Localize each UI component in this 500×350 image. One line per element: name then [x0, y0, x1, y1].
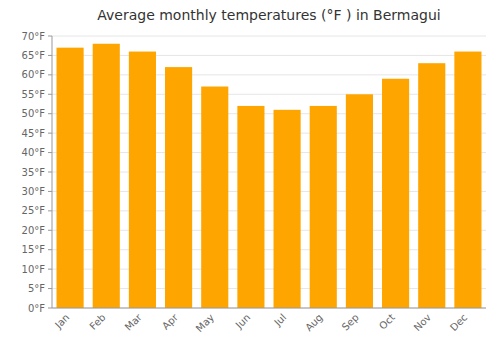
bars [57, 44, 482, 308]
y-tick-label: 60°F [22, 69, 46, 80]
y-tick-label: 40°F [22, 147, 46, 158]
y-tick [48, 269, 52, 270]
x-tick-label: Dec [448, 312, 469, 333]
bar [274, 110, 301, 308]
y-tick-label: 65°F [22, 50, 46, 61]
y-tick [48, 210, 52, 211]
y-tick-label: 35°F [22, 167, 46, 178]
y-tick [48, 113, 52, 114]
title: Average monthly temperatures (°F ) in Be… [97, 7, 440, 23]
bar [165, 67, 192, 308]
x-tick-label: Aug [303, 312, 325, 334]
bar [93, 44, 120, 308]
x-tick-label: Jan [52, 312, 71, 331]
chart-container: Average monthly temperatures (°F ) in Be… [0, 0, 500, 350]
grid [52, 36, 486, 308]
x-tick-label: Feb [87, 312, 107, 332]
x-axis: Jan Feb Mar Apr May Jun Jul Aug Sep Oct Nov Dec [52, 311, 469, 334]
x-axis-line [52, 308, 486, 309]
y-tick-label: 10°F [22, 264, 46, 275]
bar [346, 94, 373, 308]
y-axis: 0°F 5°F 10°F 15°F 20°F 25°F 30°F 35°F 40°F 45°F 50… [22, 31, 52, 314]
y-tick-label: 30°F [22, 186, 46, 197]
y-tick-label: 45°F [22, 128, 46, 139]
bar [237, 106, 264, 308]
y-tick [48, 288, 52, 289]
y-tick [48, 230, 52, 231]
y-tick-label: 15°F [22, 244, 46, 255]
bar [310, 106, 337, 308]
y-tick-label: 0°F [28, 303, 45, 314]
y-tick-label: 55°F [22, 89, 46, 100]
y-tick [48, 94, 52, 95]
bar [454, 52, 481, 308]
bar [418, 63, 445, 308]
bar [57, 48, 84, 308]
y-tick-label: 70°F [22, 31, 46, 42]
y-tick [48, 74, 52, 75]
bar [201, 87, 228, 308]
chart-svg: Average monthly temperatures (°F ) in Be… [0, 0, 500, 350]
x-tick-label: Apr [160, 311, 181, 332]
page: {"chart_data": {"type": "bar", "title": … [0, 0, 500, 350]
y-tick [48, 133, 52, 134]
y-tick-label: 5°F [28, 283, 45, 294]
x-tick-label: Nov [412, 312, 434, 334]
y-tick-label: 20°F [22, 225, 46, 236]
y-tick [48, 55, 52, 56]
y-tick [48, 152, 52, 153]
y-tick [48, 249, 52, 250]
x-tick-label: Oct [377, 312, 397, 332]
y-tick [48, 36, 52, 37]
x-tick-label: May [194, 312, 216, 334]
grid-line [52, 308, 486, 309]
y-axis-line [52, 36, 53, 308]
y-tick-label: 50°F [22, 108, 46, 119]
x-tick-label: Mar [123, 311, 145, 333]
bar [382, 79, 409, 308]
grid-line [52, 36, 486, 37]
x-tick-label: Jul [271, 312, 288, 329]
x-tick-label: Sep [340, 312, 361, 333]
y-tick [48, 191, 52, 192]
y-tick-label: 25°F [22, 205, 46, 216]
y-tick [48, 172, 52, 173]
y-tick [48, 308, 52, 309]
x-tick-label: Jun [233, 312, 253, 332]
bar [129, 52, 156, 308]
